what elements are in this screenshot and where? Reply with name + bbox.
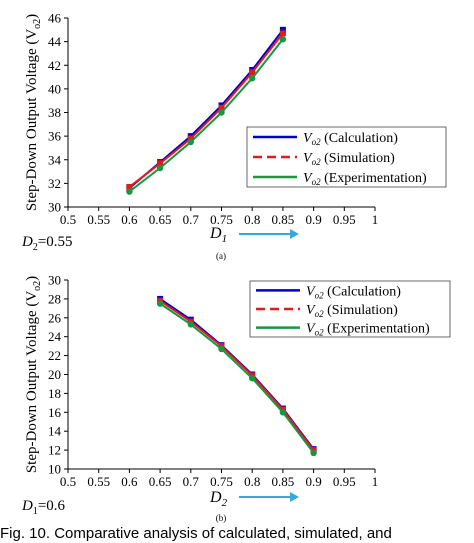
y-tick-label: 40 <box>48 81 61 96</box>
y-tick-label: 16 <box>48 405 62 420</box>
y-tick-label: 12 <box>48 443 61 458</box>
panel-label: (a) <box>216 251 226 261</box>
y-tick-label: 14 <box>48 424 62 439</box>
data-point <box>157 160 164 167</box>
x-tick-label: 0.5 <box>60 474 76 489</box>
data-point <box>126 183 133 190</box>
y-axis-label: Step-Down Output Voltage (Vo2) <box>24 276 43 473</box>
y-tick-label: 24 <box>48 329 62 344</box>
y-tick-label: 30 <box>48 273 61 288</box>
y-tick-label: 46 <box>48 11 62 26</box>
x-tick-label: 0.8 <box>244 474 260 489</box>
y-tick-label: 36 <box>48 129 62 144</box>
data-point <box>218 345 225 353</box>
x-axis-label: D2 <box>209 489 228 509</box>
x-tick-label: 0.9 <box>305 474 321 489</box>
x-tick-label: 0.75 <box>210 212 233 227</box>
data-point <box>218 104 225 111</box>
y-axis-label: Step-Down Output Voltage (Vo2) <box>24 14 43 211</box>
legend-label: Vo2 (Simulation) <box>303 151 395 167</box>
panel-label: (b) <box>216 513 227 523</box>
y-tick-label: 22 <box>48 348 61 363</box>
data-point <box>156 164 164 172</box>
x-axis-label: D1 <box>209 225 227 245</box>
legend-label: Vo2 (Experimentation) <box>306 322 430 338</box>
series-line-experimentation <box>159 302 315 454</box>
x-tick-label: 0.95 <box>333 474 356 489</box>
data-point <box>218 109 225 116</box>
x-tick-label: 0.95 <box>333 212 356 227</box>
y-tick-label: 28 <box>48 291 61 306</box>
legend-label: Vo2 (Experimentation) <box>303 171 427 187</box>
x-tick-label: 0.6 <box>121 474 138 489</box>
arrow-head-icon <box>290 229 299 239</box>
x-tick-label: 1 <box>372 474 379 489</box>
data-point <box>279 36 287 43</box>
y-tick-label: 20 <box>48 367 61 382</box>
x-tick-label: 0.75 <box>210 474 233 489</box>
parameter-annotation: D2=0.55 <box>21 234 73 253</box>
chart-panel-b: 0.5 0.55 0.6 0.65 0.7 0.75 0.8 0.85 0.9 0.95 1 10 12… <box>21 273 451 523</box>
x-tick-label: 0.65 <box>149 474 172 489</box>
y-tick-label: 34 <box>48 152 62 167</box>
data-point <box>249 69 256 76</box>
x-tick-label: 0.85 <box>272 212 295 227</box>
y-tick-label: 32 <box>48 176 61 191</box>
series-line-simulation <box>159 299 315 451</box>
data-point <box>187 321 194 328</box>
data-point <box>249 375 256 382</box>
x-tick-label: 0.9 <box>305 212 321 227</box>
chart-panel-a: 0.5 0.55 0.6 0.65 0.7 0.75 0.8 0.85 0.9 0.95 1 30 32… <box>21 11 447 261</box>
x-tick-label: 0.65 <box>149 212 172 227</box>
series-line-simulation <box>128 32 284 188</box>
data-point <box>279 26 286 33</box>
figure-caption: Fig. 10. Comparative analysis of calcula… <box>0 525 392 542</box>
data-point <box>279 409 287 416</box>
data-point <box>279 30 286 37</box>
x-tick-label: 0.55 <box>87 212 110 227</box>
y-tick-label: 10 <box>48 462 61 477</box>
x-tick-label: 1 <box>372 212 379 227</box>
series-line-experimentation <box>128 38 284 193</box>
arrow-head-icon <box>290 492 299 502</box>
x-tick-label: 0.55 <box>87 474 110 489</box>
x-tick-label: 0.6 <box>121 212 138 227</box>
data-point <box>156 300 164 307</box>
parameter-annotation: D1=0.6 <box>21 498 66 517</box>
x-tick-label: 0.5 <box>60 212 76 227</box>
y-tick-label: 18 <box>48 386 61 401</box>
data-point <box>126 188 133 195</box>
x-tick-label: 0.7 <box>183 212 200 227</box>
y-tick-label: 26 <box>48 310 62 325</box>
x-tick-label: 0.7 <box>183 474 200 489</box>
legend-label: Vo2 (Calculation) <box>303 131 398 147</box>
y-tick-label: 44 <box>48 34 62 49</box>
data-point <box>187 138 194 146</box>
x-tick-label: 0.85 <box>272 474 295 489</box>
data-point <box>249 75 256 82</box>
legend-label: Vo2 (Simulation) <box>306 303 398 319</box>
data-point <box>187 135 194 142</box>
y-tick-label: 38 <box>48 105 61 120</box>
y-tick-label: 42 <box>48 58 61 73</box>
legend-label: Vo2 (Calculation) <box>306 284 401 300</box>
data-point <box>310 449 317 457</box>
y-tick-label: 30 <box>48 200 61 215</box>
x-tick-label: 0.8 <box>244 212 260 227</box>
